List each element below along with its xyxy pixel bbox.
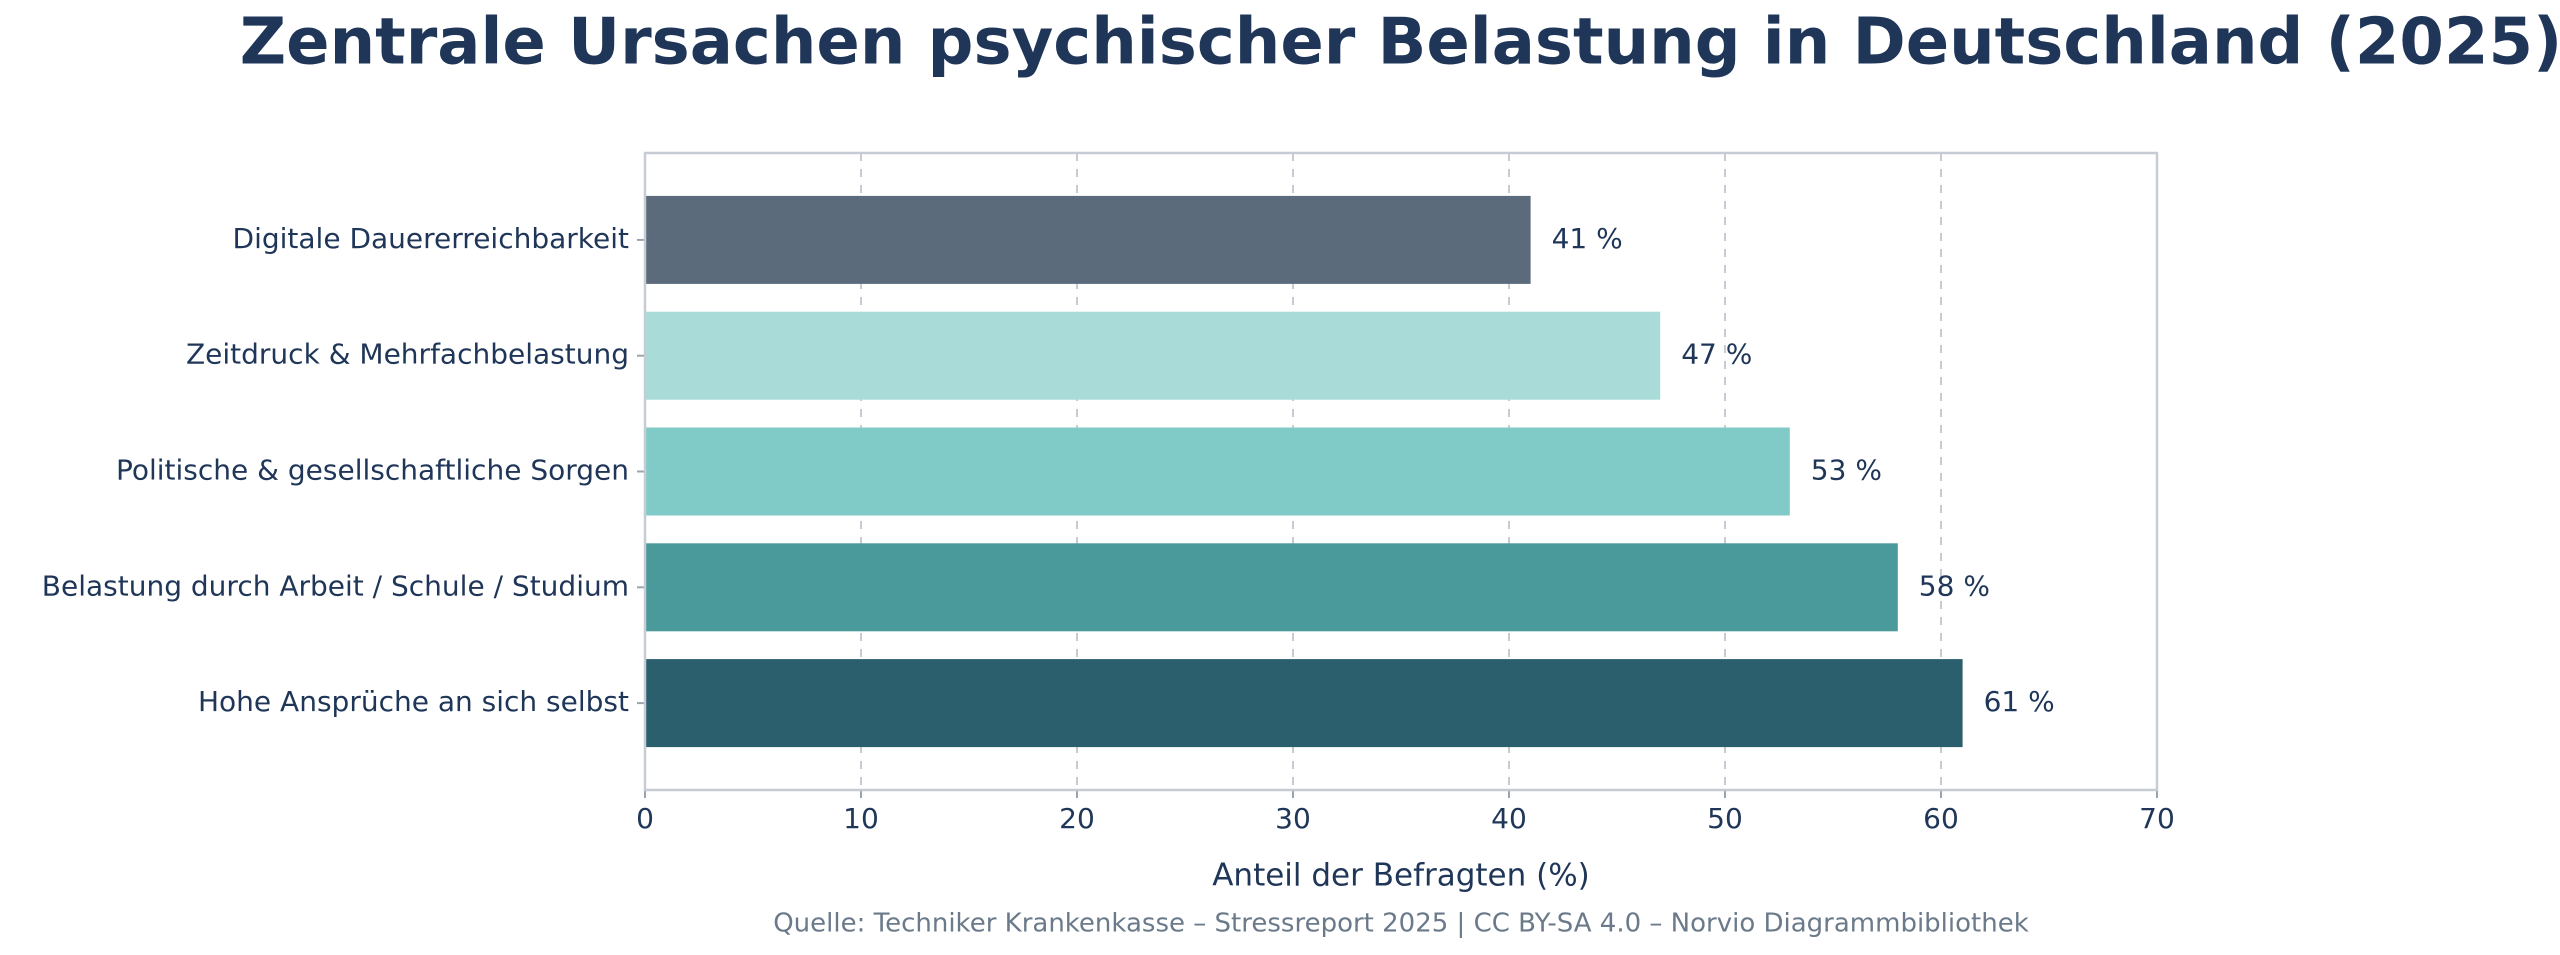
y-tick-label: Politische & gesellschaftliche Sorgen xyxy=(116,454,629,487)
bar xyxy=(645,659,1963,748)
value-label: 47 % xyxy=(1681,338,1752,371)
x-tick-label: 0 xyxy=(636,802,654,835)
bar xyxy=(645,543,1898,632)
y-tick-label: Belastung durch Arbeit / Schule / Studiu… xyxy=(42,569,629,602)
value-label: 61 % xyxy=(1984,685,2055,718)
x-tick-label: 30 xyxy=(1275,802,1311,835)
value-label: 53 % xyxy=(1811,454,1882,487)
chart-title: Zentrale Ursachen psychischer Belastung … xyxy=(240,6,2560,80)
source-note: Quelle: Techniker Krankenkasse – Stressr… xyxy=(773,909,2029,939)
x-tick-label: 70 xyxy=(2139,802,2175,835)
x-tick-label: 60 xyxy=(1923,802,1959,835)
y-tick-label: Digitale Dauererreichbarkeit xyxy=(233,222,629,255)
x-tick-label: 20 xyxy=(1059,802,1095,835)
y-tick-label: Zeitdruck & Mehrfachbelastung xyxy=(186,338,629,371)
plot-frame xyxy=(643,151,2159,792)
bar xyxy=(645,195,1531,284)
bar xyxy=(645,427,1790,516)
bar xyxy=(645,311,1661,400)
y-tick-label: Hohe Ansprüche an sich selbst xyxy=(198,685,629,718)
value-label: 41 % xyxy=(1552,222,1623,255)
x-tick-label: 50 xyxy=(1707,802,1743,835)
value-label: 58 % xyxy=(1919,569,1990,602)
x-axis-label: Anteil der Befragten (%) xyxy=(1212,858,1590,894)
x-tick-label: 40 xyxy=(1491,802,1527,835)
x-tick-label: 10 xyxy=(843,802,879,835)
